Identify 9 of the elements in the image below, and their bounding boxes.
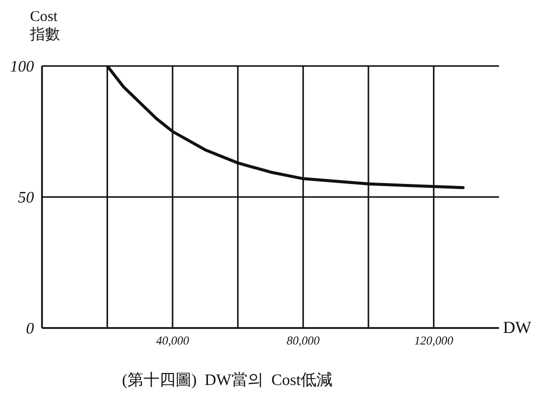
x-tick-label: 40,000 <box>156 334 190 348</box>
y-axis-title: Cost 指數 <box>30 8 60 44</box>
text: (第十四圖) DW當의 Cost低減 <box>122 370 333 391</box>
x-tick-label: 80,000 <box>286 334 320 348</box>
y-tick-label: 50 <box>18 190 34 207</box>
y-tick-label: 100 <box>10 58 34 76</box>
x-axis-title: DW <box>503 318 532 338</box>
x-tick-label: 120,000 <box>414 334 454 348</box>
y-tick-label: 0 <box>26 320 34 338</box>
